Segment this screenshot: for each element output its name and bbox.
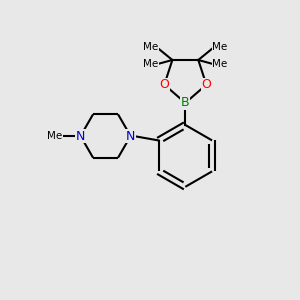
Text: O: O: [159, 78, 169, 91]
Text: B: B: [181, 96, 190, 110]
Text: N: N: [126, 130, 135, 142]
Text: Me: Me: [212, 59, 227, 69]
Text: O: O: [201, 78, 211, 91]
Text: N: N: [76, 130, 85, 142]
Text: Me: Me: [143, 42, 158, 52]
Text: Me: Me: [47, 131, 62, 141]
Text: Me: Me: [143, 59, 158, 69]
Text: Me: Me: [212, 42, 227, 52]
